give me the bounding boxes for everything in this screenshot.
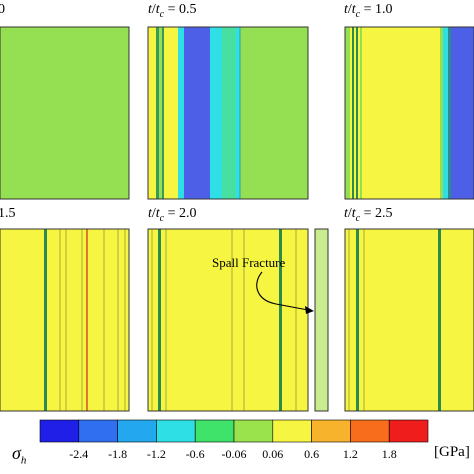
colorbar-swatch <box>233 419 274 443</box>
spall-fracture-label: Spall Fracture <box>212 255 286 270</box>
colorbar-swatch <box>272 419 312 443</box>
panel-t25 <box>344 228 474 412</box>
colorbar-symbol: σh <box>12 443 27 467</box>
panel-t20 <box>147 228 329 412</box>
panel-title-t25: t/tc = 2.5 <box>344 206 393 224</box>
colorbar-swatch <box>156 419 196 443</box>
panel-title-t15: 1.5 <box>0 206 16 221</box>
panel-t0 <box>0 26 130 200</box>
panel-title-t20: t/tc = 2.0 <box>148 206 197 224</box>
panel-t10 <box>344 26 474 200</box>
colorbar-swatch <box>388 419 429 443</box>
colorbar-tick-label: 0.6 <box>304 447 319 461</box>
panel-t15 <box>0 228 130 412</box>
colorbar-swatch <box>117 419 157 443</box>
panel-title-t0: 0 <box>0 2 5 17</box>
colorbar-unit: [GPa] <box>434 444 470 460</box>
colorbar-tick-label: -0.06 <box>222 447 247 461</box>
colorbar-tick-label: -0.6 <box>186 447 205 461</box>
colorbar-tick-label: -1.2 <box>147 447 166 461</box>
colorbar-swatch <box>311 419 351 443</box>
colorbar-swatch <box>194 419 235 443</box>
colorbar-swatch <box>350 419 390 443</box>
colorbar-swatch <box>78 419 118 443</box>
colorbar-tick-label: 1.2 <box>343 447 358 461</box>
colorbar-swatch <box>39 419 80 443</box>
colorbar-tick-label: -1.8 <box>108 447 127 461</box>
colorbar-tick-label: 0.06 <box>262 447 283 461</box>
panel-title-t05: t/tc = 0.5 <box>148 2 197 20</box>
colorbar-tick-label: -2.4 <box>69 447 88 461</box>
panel-title-t10: t/tc = 1.0 <box>344 2 393 20</box>
colorbar-tick-label: 1.8 <box>382 447 397 461</box>
panel-t05 <box>147 26 309 200</box>
colorbar: -2.4 -1.8 -1.2 -0.6 -0.06 0.06 0.6 1.2 1.8 <box>39 419 429 461</box>
